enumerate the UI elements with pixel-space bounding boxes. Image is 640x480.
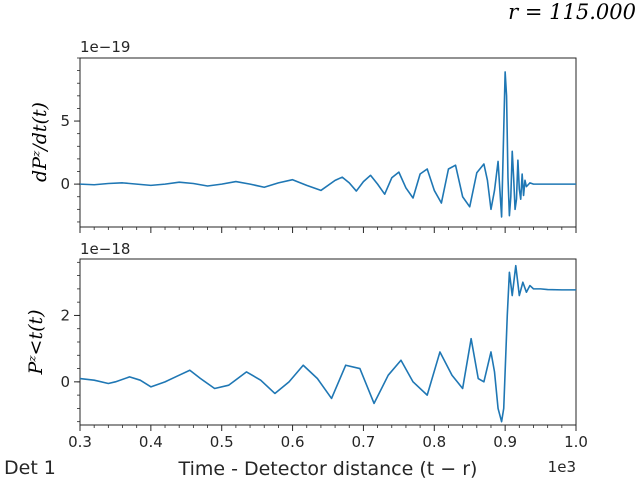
x-offset-label: 1e3 xyxy=(548,458,576,476)
y-tick-label: 5 xyxy=(60,112,70,130)
bottom-offset-label: 1e−18 xyxy=(80,240,130,258)
series-line xyxy=(79,71,576,218)
top-panel: 1e−19 0 5 dPᶻ/dt(t) xyxy=(29,38,577,233)
x-tick-label: 0.9 xyxy=(493,433,517,451)
y-tick-label: 0 xyxy=(60,373,70,391)
radius-label: r = 115.000 xyxy=(508,0,636,24)
x-tick-label: 0.8 xyxy=(422,433,446,451)
x-tick-label: 0.6 xyxy=(281,433,305,451)
x-tick-label: 0.4 xyxy=(139,433,163,451)
x-axis-label: Time - Detector distance (t − r) xyxy=(178,458,478,480)
bottom-ylabel: Pᶻ<t(t) xyxy=(25,309,47,375)
y-tick-label: 2 xyxy=(60,306,70,324)
x-tick-label: 1.0 xyxy=(564,433,588,451)
x-tick-label: 0.7 xyxy=(351,433,375,451)
bottom-panel: 1e−18 0 2 0.3 0.4 0.5 0.6 0.7 0.8 0.9 1.0 Pᶻ<t(t)… xyxy=(25,240,588,480)
top-ylabel: dPᶻ/dt(t) xyxy=(29,102,51,182)
top-offset-label: 1e−19 xyxy=(80,38,130,56)
series-line xyxy=(79,264,576,423)
y-tick-label: 0 xyxy=(60,175,70,193)
detector-label: Det 1 xyxy=(4,457,56,479)
bottom-axes-frame xyxy=(79,258,577,426)
x-tick-label: 0.3 xyxy=(68,433,92,451)
x-tick-label: 0.5 xyxy=(210,433,234,451)
top-axes-frame xyxy=(79,57,577,228)
